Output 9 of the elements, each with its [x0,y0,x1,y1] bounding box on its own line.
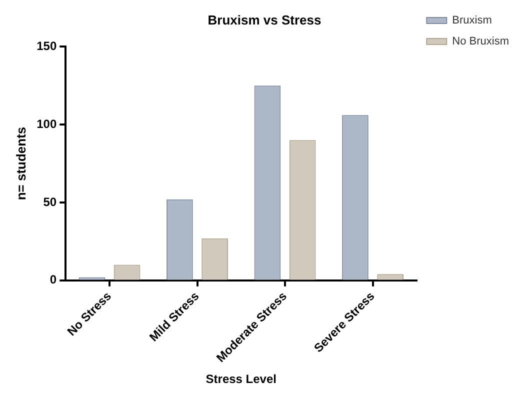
x-axis-title: Stress Level [206,372,276,386]
legend-label: No Bruxism [452,36,509,48]
y-tick-label: 150 [36,38,57,53]
y-tick-label: 50 [43,194,57,209]
y-tick-label: 100 [36,116,57,131]
y-axis-title: n= students [13,126,28,200]
chart-title: Bruxism vs Stress [208,12,322,28]
y-tick-label: 0 [50,272,57,287]
legend-label: Bruxism [452,14,492,27]
